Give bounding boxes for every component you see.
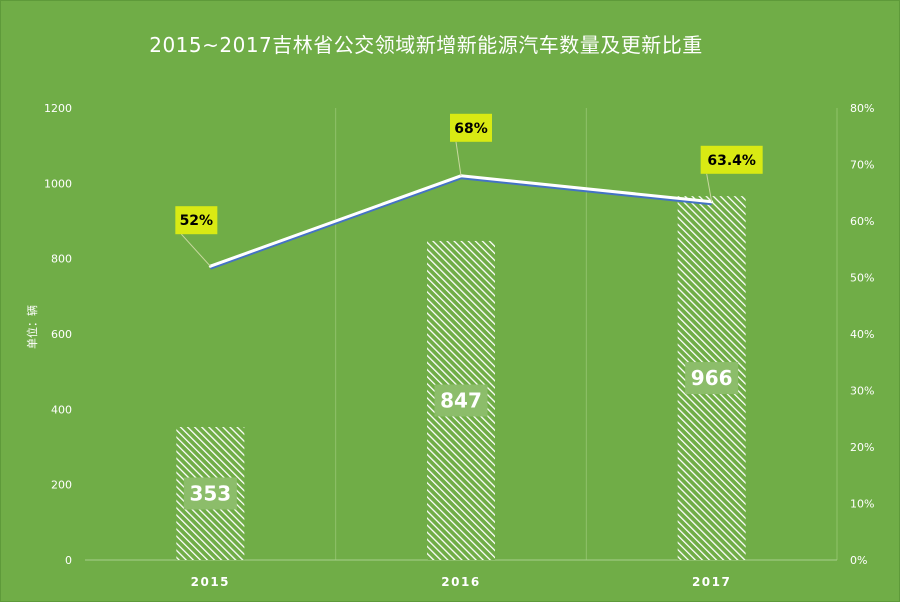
bar-label-bg <box>434 384 488 417</box>
x-tick-label: 2016 <box>441 575 480 589</box>
x-tick-label: 2015 <box>191 575 230 589</box>
y2-tick-label: 30% <box>850 385 874 398</box>
bar-label-bg <box>685 362 739 395</box>
y-tick-label: 600 <box>51 328 72 341</box>
bar-value-label: 353 <box>189 482 231 506</box>
bar-value-label: 966 <box>691 366 733 390</box>
y-axis-label: 单位：辆 <box>25 305 39 349</box>
y-tick-label: 1200 <box>44 102 72 115</box>
y2-tick-label: 40% <box>850 328 874 341</box>
y2-tick-label: 0% <box>850 554 867 567</box>
line-value-label: 68% <box>454 121 488 137</box>
y2-tick-label: 50% <box>850 272 874 285</box>
y2-tick-label: 60% <box>850 215 874 228</box>
line-value-label: 52% <box>180 213 214 229</box>
leader-line <box>706 173 713 202</box>
x-tick-label: 2017 <box>692 575 731 589</box>
leader-line <box>180 233 211 267</box>
y2-tick-label: 10% <box>850 498 874 511</box>
y2-tick-label: 70% <box>850 159 874 172</box>
y-tick-label: 800 <box>51 253 72 266</box>
y-tick-label: 200 <box>51 479 72 492</box>
bar-value-label: 847 <box>440 388 482 412</box>
y2-tick-label: 80% <box>850 102 874 115</box>
y2-tick-label: 20% <box>850 441 874 454</box>
pct-label-bg <box>450 113 492 142</box>
y-tick-label: 400 <box>51 403 72 416</box>
chart-title: 2015~2017吉林省公交领域新增新能源汽车数量及更新比重 <box>149 33 703 57</box>
pct-label-bg <box>700 145 763 174</box>
leader-line <box>455 141 462 176</box>
y-tick-label: 0 <box>65 554 72 567</box>
bar-label-bg <box>183 477 237 510</box>
pct-label-bg <box>175 206 218 235</box>
line-series-shadow <box>209 176 712 270</box>
y-tick-label: 1000 <box>44 177 72 190</box>
line-value-label: 63.4% <box>707 153 756 169</box>
